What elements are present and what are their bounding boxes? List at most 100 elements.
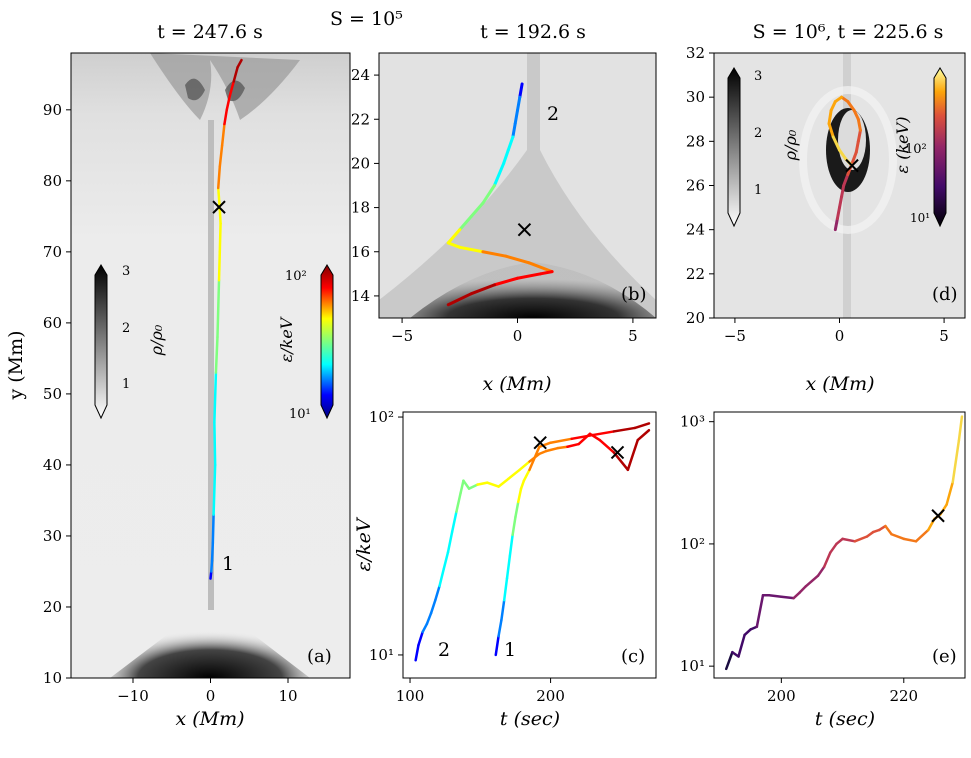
- panel-c-series-1-segment: [505, 554, 512, 580]
- panel-d-trajectory-segment: [829, 100, 837, 112]
- panel-c-series-2-segment: [556, 445, 569, 450]
- panel-c-series-1-segment: [500, 598, 506, 622]
- panel-b-label: (b): [621, 284, 647, 305]
- y-tick-label: 50: [43, 385, 62, 403]
- panel-c-series-1-segment: [549, 437, 573, 444]
- y-tick-label: 10²: [369, 408, 394, 426]
- panel-e-trajectory-segment: [816, 565, 826, 577]
- y-tick-label: 20: [351, 154, 370, 172]
- panel-e-trajectory-segment: [951, 439, 961, 484]
- panel-d-energy-tick-2: 10²: [905, 142, 927, 157]
- panel-a-trajectory-segment: [211, 513, 215, 545]
- panel-c-series-2-segment: [446, 530, 454, 554]
- y-tick-label: 60: [43, 314, 62, 332]
- y-tick-label: 10¹: [680, 657, 705, 675]
- panel-e-trajectory-segment: [767, 594, 783, 598]
- panel-e-trajectory-segment: [914, 528, 930, 543]
- y-tick-label: 90: [43, 101, 62, 119]
- panel-d-energy-tick-1: 10¹: [910, 211, 930, 225]
- panel-a-trajectory-segment: [220, 122, 226, 147]
- panel-e-trajectory-segment: [798, 585, 808, 594]
- panel-d-title: S = 10⁶, t = 225.6 s: [753, 21, 944, 43]
- panel-b-trajectory-segment: [506, 135, 515, 152]
- panel-c: 2 1 (c) 100 200 10¹ 10² t (sec) ε/keV: [353, 408, 657, 730]
- panel-e-trajectory-segment: [957, 415, 964, 442]
- panel-d-trajectory-segment: [827, 108, 833, 126]
- y-tick-label: 26: [686, 177, 705, 195]
- x-tick-label: 5: [939, 327, 949, 345]
- panel-b-trajectory-segment: [511, 122, 517, 139]
- panel-d-trajectory-segment: [833, 217, 839, 232]
- figure-top-label: S = 10⁵: [330, 8, 403, 30]
- panel-b-marker: [517, 222, 532, 237]
- x-tick-label: 200: [767, 687, 796, 705]
- panel-c-series-2-segment: [507, 468, 521, 481]
- panel-c-series-2-segment: [459, 479, 465, 495]
- panel-d-marker: [845, 158, 859, 173]
- panel-b-ticks: −5 0 5 14 16 18 20 22 24: [351, 66, 638, 345]
- panel-c-series-2-segment: [425, 611, 433, 626]
- panel-d-density-colorbar: 3 2 1 ρ/ρ₀: [727, 67, 800, 228]
- panel-a-current-sheet: [208, 120, 214, 610]
- panel-b-trajectory-segment: [458, 214, 473, 232]
- panel-c-series-label-2: 2: [438, 639, 450, 661]
- panel-c-series-2-segment: [414, 643, 420, 662]
- panel-c-series-2-segment: [486, 481, 500, 488]
- x-tick-label: 0: [835, 327, 845, 345]
- panel-e-trajectory-segment: [743, 628, 752, 637]
- panel-d-trajectory-segment: [846, 100, 856, 112]
- panel-c-marker: [610, 445, 625, 460]
- panel-e-trajectory-segment: [835, 537, 844, 546]
- panel-a-trajectory-segment: [214, 335, 219, 374]
- y-tick-label: 30: [686, 88, 705, 106]
- panel-c-series-2-segment: [497, 477, 510, 488]
- panel-e-trajectory-segment: [884, 524, 893, 536]
- y-tick-label: 24: [351, 66, 370, 84]
- panel-c-xlabel: t (sec): [500, 708, 560, 730]
- panel-d-trajectory-segment: [850, 150, 858, 165]
- panel-d-trajectory: [827, 95, 862, 232]
- panel-d: S = 10⁶, t = 225.6 s (d) −5 0 5 20 22 24 26 28 3…: [686, 21, 966, 395]
- panel-e-label: (e): [932, 646, 957, 667]
- panel-d-trajectory-segment: [856, 117, 862, 132]
- panel-b-trajectory-label: 2: [547, 103, 559, 125]
- panel-a-trajectory-segment: [236, 58, 243, 69]
- panel-c-series-2-segment: [467, 483, 479, 490]
- panel-b-trajectory-segment: [492, 161, 506, 187]
- panel-e-trajectory-segment: [890, 532, 906, 541]
- x-tick-label: 220: [889, 687, 918, 705]
- panel-b-xlabel: x (Mm): [482, 373, 551, 395]
- panel-c-series-1-segment: [497, 618, 503, 638]
- panel-c-series-2-segment: [417, 630, 424, 647]
- panel-c-series-1-segment: [591, 430, 616, 437]
- panel-a-ticks: −10 0 10 10 20 30 40 50 60 70 80 90: [43, 101, 298, 705]
- panel-c-series-2-segment: [429, 598, 437, 615]
- panel-b-trajectory-segment: [502, 148, 510, 165]
- panel-e-marker: [931, 509, 945, 523]
- panel-b-trajectory-segment: [513, 108, 519, 126]
- y-tick-label: 30: [43, 527, 62, 545]
- panel-d-xlabel: x (Mm): [805, 373, 874, 395]
- panel-e-ticks: 200 220 10¹ 10² 10³: [680, 413, 918, 705]
- panel-b-trajectory-segment: [518, 82, 524, 99]
- panel-a-energy-colorbar: 10² 10¹ ε/keV: [277, 264, 334, 422]
- panel-e-trajectory-segment: [945, 480, 955, 506]
- panel-c-marker: [533, 436, 547, 450]
- panel-c-series-2-segment: [476, 481, 489, 486]
- y-tick-label: 14: [351, 287, 370, 305]
- panel-a-density-colorbar-bar: [94, 264, 108, 420]
- panel-a-trajectory-segment: [228, 80, 235, 97]
- panel-a-density-tick-3: 3: [122, 264, 130, 279]
- panel-b-trajectory-segment: [539, 270, 554, 276]
- panel-b-trajectory-segment: [446, 241, 462, 249]
- panel-b-base: [410, 262, 656, 318]
- panel-a-trajectory-segment: [210, 541, 215, 563]
- panel-c-series-2-segment: [442, 551, 450, 571]
- panel-c-series-1-segment: [514, 500, 520, 519]
- x-tick-label: 10: [278, 687, 297, 705]
- y-tick-label: 20: [43, 598, 62, 616]
- panel-e: (e) 200 220 10¹ 10² 10³ t (sec): [680, 411, 966, 730]
- panel-e-trajectory-segment: [829, 542, 838, 554]
- panel-c-series-2-segment: [438, 567, 446, 588]
